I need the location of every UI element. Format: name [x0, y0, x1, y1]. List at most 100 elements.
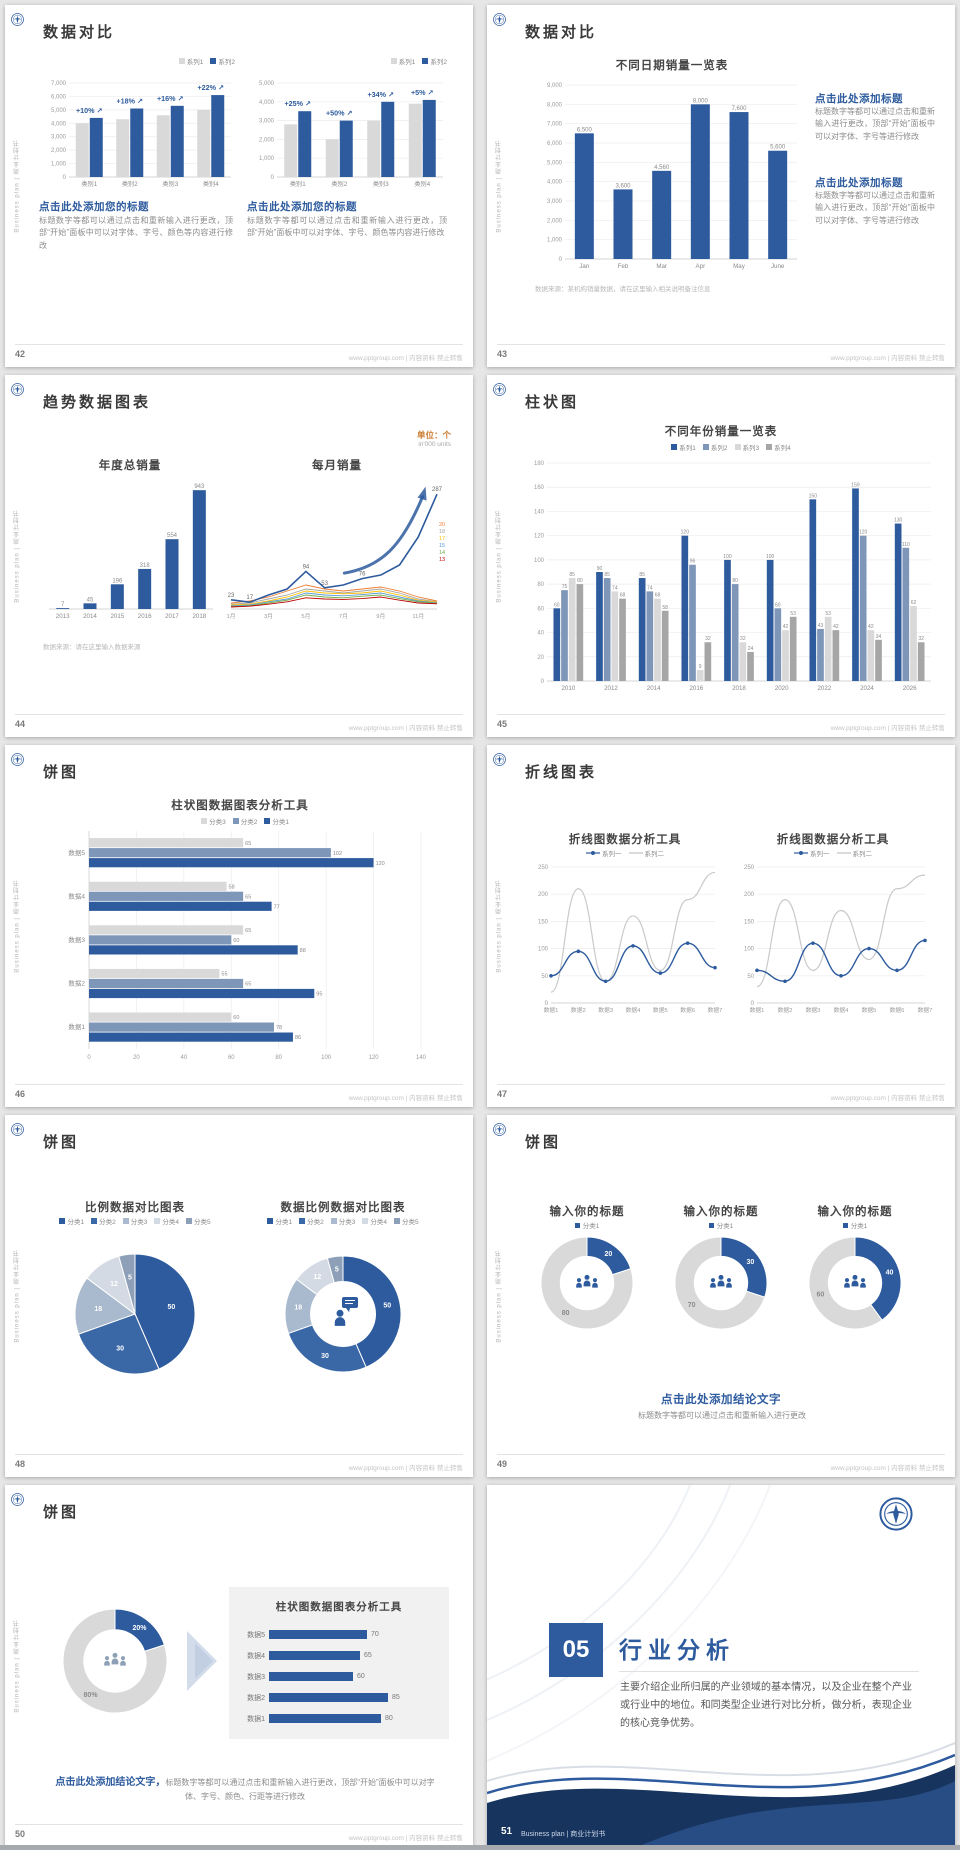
data-source-note: 数据来源：请在这里输入数据来源 [43, 644, 141, 651]
slide-title: 折线图表 [525, 764, 598, 781]
chart-heading: 每月销量 [312, 460, 362, 472]
block-heading: 点击此处添加标题 [815, 177, 903, 189]
legend-item: 系列1 [671, 442, 696, 452]
svg-text:200: 200 [538, 892, 549, 898]
svg-text:100: 100 [766, 554, 775, 560]
svg-text:数据3: 数据3 [598, 1006, 613, 1014]
chart-legend: 系列一 系列二 [735, 847, 931, 859]
svg-text:100: 100 [744, 947, 755, 953]
panel-bar-row: 数据4 65 [237, 1645, 439, 1666]
svg-text:60: 60 [228, 1055, 235, 1061]
svg-text:14: 14 [439, 550, 445, 556]
slide-thumbnail-49[interactable]: Business plan | 商业计划书 饼图 输入你的标题 分类1 20 80… [487, 1115, 955, 1477]
svg-text:5月: 5月 [301, 613, 310, 620]
slide-thumbnail-50[interactable]: Business plan | 商业计划书 饼图 20% 80% 柱状图数据图表分… [5, 1485, 473, 1847]
svg-text:68: 68 [655, 593, 661, 599]
slide-thumbnail-46[interactable]: Business plan | 商业计划书 饼图 柱状图数据图表分析工具 分类3… [5, 745, 473, 1107]
slide-thumbnail-45[interactable]: Business plan | 商业计划书 柱状图 不同年份销量一览表 系列1 系… [487, 375, 955, 737]
slide-title: 柱状图 [525, 394, 580, 411]
panel-bar-row: 数据1 80 [237, 1708, 439, 1729]
svg-text:150: 150 [744, 919, 755, 925]
donut-heading: 输入你的标题 [817, 1206, 893, 1218]
line-chart-right: 系列一 系列二 0 50 100 150 200 250 数据1 数据2 数据3 数据4 数据5 数据6 数… [735, 847, 932, 1015]
chart-svg: 50 30 18 12 5 [284, 1255, 402, 1373]
svg-text:Jan: Jan [579, 263, 590, 270]
svg-text:80: 80 [537, 582, 544, 588]
footer-divider [497, 344, 945, 345]
block-body: 标题数字等都可以通过点击和重新输入进行更改，顶部“开始”面板中可以对字体、字号、… [247, 216, 447, 238]
svg-text:2016: 2016 [689, 685, 703, 692]
legend-item: 分类1 [264, 816, 289, 826]
svg-text:554: 554 [167, 533, 178, 539]
svg-text:55: 55 [221, 972, 227, 978]
svg-text:9: 9 [699, 664, 702, 670]
svg-text:0: 0 [63, 175, 67, 181]
svg-text:1,000: 1,000 [259, 156, 275, 162]
svg-text:数据6: 数据6 [680, 1006, 695, 1014]
legend-label: 分类1 [716, 1223, 734, 1230]
svg-text:110: 110 [902, 542, 910, 548]
footer-divider [15, 1824, 463, 1825]
svg-text:数据2: 数据2 [778, 1006, 793, 1014]
svg-text:80: 80 [577, 578, 583, 584]
chart-legend: 系列一 系列二 [529, 847, 721, 859]
logo-icon [11, 13, 24, 26]
panel-bar-row: 数据5 70 [237, 1624, 439, 1645]
svg-text:4,000: 4,000 [51, 121, 67, 127]
slide-sidebar: Business plan | 商业计划书 [5, 1485, 29, 1847]
footer-site: www.pptgroup.com | 内容资料 禁止转售 [830, 355, 945, 362]
svg-text:12: 12 [314, 1274, 322, 1281]
svg-text:0: 0 [271, 175, 275, 181]
slide-title: 趋势数据图表 [43, 394, 152, 411]
sidebar-vertical-text: Business plan | 商业计划书 [14, 509, 21, 603]
page-bottom-edge [0, 1845, 960, 1850]
svg-text:100: 100 [723, 554, 732, 560]
svg-text:数据5: 数据5 [862, 1006, 877, 1014]
chart-legend: 系列1 系列2 系列3 系列4 [527, 441, 935, 453]
svg-text:17: 17 [439, 536, 445, 542]
legend-item: 分类2 [91, 1216, 116, 1226]
svg-text:60: 60 [233, 938, 239, 944]
chart-svg: 0 50 100 150 200 250 数据1 数据2 数据3 数据4 数据5 数据6 数据7 [744, 865, 932, 1014]
svg-text:88: 88 [300, 948, 306, 954]
slide-thumbnail-48[interactable]: Business plan | 商业计划书 饼图 比例数据对比图表 分类1 分类2… [5, 1115, 473, 1477]
svg-text:140: 140 [534, 509, 545, 515]
svg-text:120: 120 [376, 861, 385, 867]
svg-text:120: 120 [534, 534, 545, 540]
slide-thumbnail-44[interactable]: Business plan | 商业计划书 趋势数据图表 单位：个 in'000… [5, 375, 473, 737]
slide-thumbnail-51[interactable]: 05 行业分析 主要介绍企业所归属的产业领域的基本情况，以及企业在整个产业或行业… [487, 1485, 955, 1847]
svg-text:3,600: 3,600 [615, 183, 631, 189]
slide-thumbnail-47[interactable]: Business plan | 商业计划书 折线图表 折线图数据分析工具 系列一… [487, 745, 955, 1107]
legend-item: 分类3 [201, 816, 226, 826]
sidebar-vertical-text: Business plan | 商业计划书 [496, 1249, 503, 1343]
legend-item: 系列3 [734, 442, 759, 452]
legend-item: 分类3 [330, 1216, 355, 1226]
legend-item: 分类4 [362, 1216, 387, 1226]
svg-text:数据4: 数据4 [834, 1006, 850, 1014]
svg-text:40: 40 [537, 631, 544, 637]
svg-text:20: 20 [604, 1251, 612, 1258]
svg-text:June: June [771, 263, 785, 270]
svg-text:18: 18 [94, 1306, 102, 1313]
svg-text:类别4: 类别4 [203, 180, 219, 188]
row-label: 数据3 [247, 1673, 265, 1681]
legend-item: 分类5 [185, 1216, 211, 1226]
conclusion-text: 点击此处添加结论文字，标题数字等都可以通过点击和重新输入进行更改，顶部“开始”面… [53, 1775, 437, 1804]
svg-text:20: 20 [133, 1055, 140, 1061]
slide-thumbnail-42[interactable]: Business plan | 商业计划书 数据对比 系列1 系列2 0 1,000 2… [5, 5, 473, 367]
svg-text:120: 120 [681, 530, 690, 536]
bar-chart-right: 系列1 系列2 0 1,000 2,000 3,000 4,000 5,000 类别1 类别2 类别… [247, 55, 447, 189]
page-number: 50 [15, 1829, 26, 1839]
svg-text:20: 20 [537, 655, 544, 661]
bar-panel: 柱状图数据图表分析工具 数据5 70 数据4 65 数据3 60 数据2 85 数据1 80 [229, 1587, 449, 1739]
row-label: 数据1 [247, 1715, 265, 1723]
svg-text:180: 180 [534, 461, 545, 467]
svg-text:70: 70 [688, 1302, 696, 1309]
row-bar [269, 1630, 367, 1639]
slide-thumbnail-43[interactable]: Business plan | 商业计划书 数据对比 不同日期销量一览表 0 1,… [487, 5, 955, 367]
conclusion-heading: 点击此处添加结论文字 [661, 1394, 781, 1406]
